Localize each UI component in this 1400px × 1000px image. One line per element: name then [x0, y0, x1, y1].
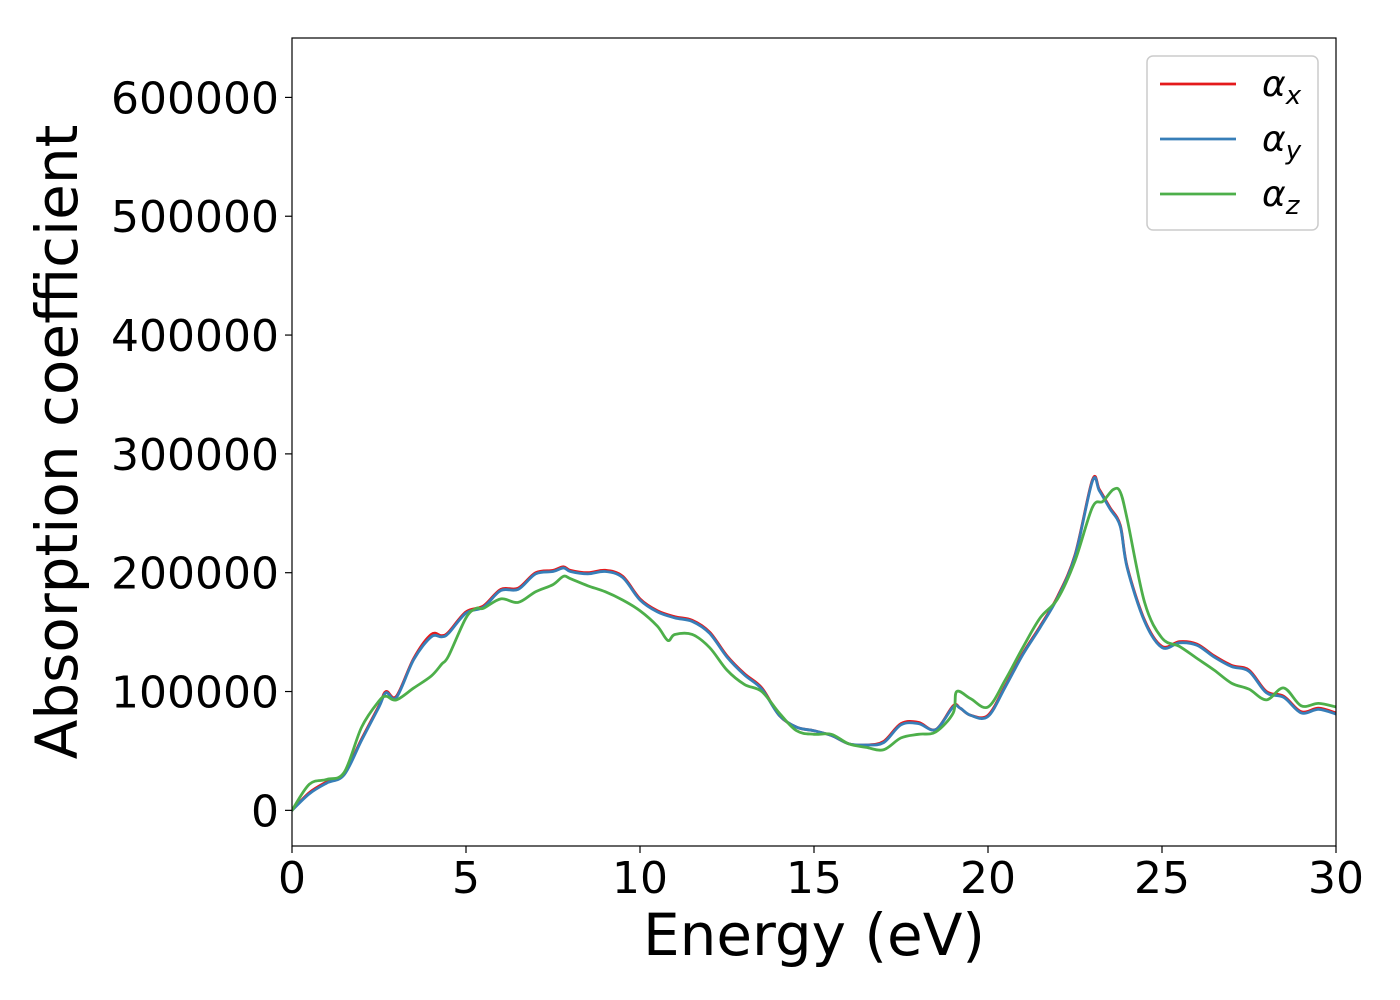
x-axis: 0 5 10 15 20 25 30 [278, 846, 1364, 904]
legend-subscript: y [1285, 136, 1302, 166]
legend-symbol: α [1262, 64, 1286, 105]
y-tick-label: 200000 [111, 549, 279, 600]
legend-label-x: αx [1262, 64, 1302, 111]
y-tick-label: 400000 [111, 311, 279, 362]
y-tick-label: 500000 [111, 192, 279, 243]
series-line-y [292, 476, 1336, 812]
x-tick-label: 25 [1134, 853, 1190, 904]
y-tick-label: 0 [251, 786, 279, 837]
legend-box [1146, 55, 1319, 231]
y-tick-label: 300000 [111, 430, 279, 481]
x-axis-label: Energy (eV) [643, 901, 985, 969]
x-tick-label: 15 [786, 853, 842, 904]
x-tick-label: 5 [452, 853, 480, 904]
y-axis: 0 100000 200000 300000 400000 500000 600000 [111, 73, 292, 837]
x-tick-label: 10 [612, 853, 668, 904]
x-tick-label: 30 [1308, 853, 1364, 904]
legend-label-y: αy [1262, 119, 1302, 166]
legend-symbol: α [1262, 174, 1286, 215]
series-layer [292, 474, 1336, 812]
series-line-z [292, 486, 1336, 812]
legend-label-z: αz [1262, 174, 1301, 221]
y-tick-label: 100000 [111, 668, 279, 719]
legend-subscript: z [1285, 191, 1301, 221]
x-tick-label: 0 [278, 853, 306, 904]
legend-subscript: x [1285, 81, 1302, 111]
y-axis-label: Absorption coefficient [23, 125, 91, 760]
y-tick-label: 600000 [111, 73, 279, 124]
legend-symbol: α [1262, 119, 1286, 160]
x-tick-label: 20 [960, 853, 1016, 904]
